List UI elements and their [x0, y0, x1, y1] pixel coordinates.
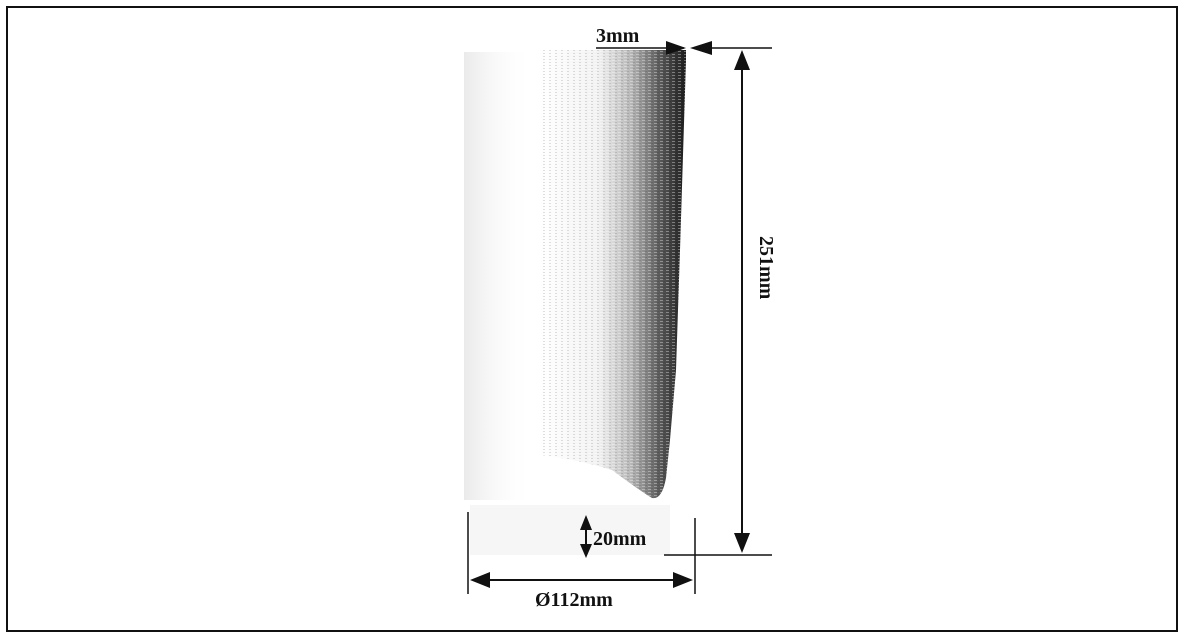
gap-label: 20mm — [593, 528, 647, 550]
diameter-arrow-right — [673, 572, 693, 588]
diameter-arrow-left — [470, 572, 490, 588]
height-arrow-top — [734, 50, 750, 70]
thickness-arrow-left — [666, 41, 686, 55]
height-arrow-bottom — [734, 533, 750, 553]
specimen-base-haze — [470, 505, 670, 555]
specimen-texture — [540, 50, 686, 499]
diameter-label: Ø112mm — [535, 589, 613, 611]
specimen-left-haze — [464, 52, 534, 500]
thickness-label: 3mm — [596, 25, 640, 47]
gap-arrow-bottom — [580, 544, 592, 558]
gap-arrow-top — [580, 515, 592, 530]
thickness-arrow-right — [690, 41, 712, 55]
height-label: 251mm — [755, 236, 777, 300]
